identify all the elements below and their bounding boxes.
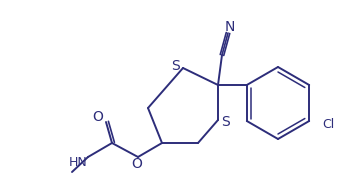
Text: S: S	[171, 59, 179, 73]
Text: Cl: Cl	[322, 118, 334, 131]
Text: O: O	[131, 157, 142, 171]
Text: O: O	[93, 110, 103, 124]
Text: S: S	[222, 115, 231, 129]
Text: HN: HN	[69, 155, 87, 169]
Text: N: N	[225, 20, 235, 34]
